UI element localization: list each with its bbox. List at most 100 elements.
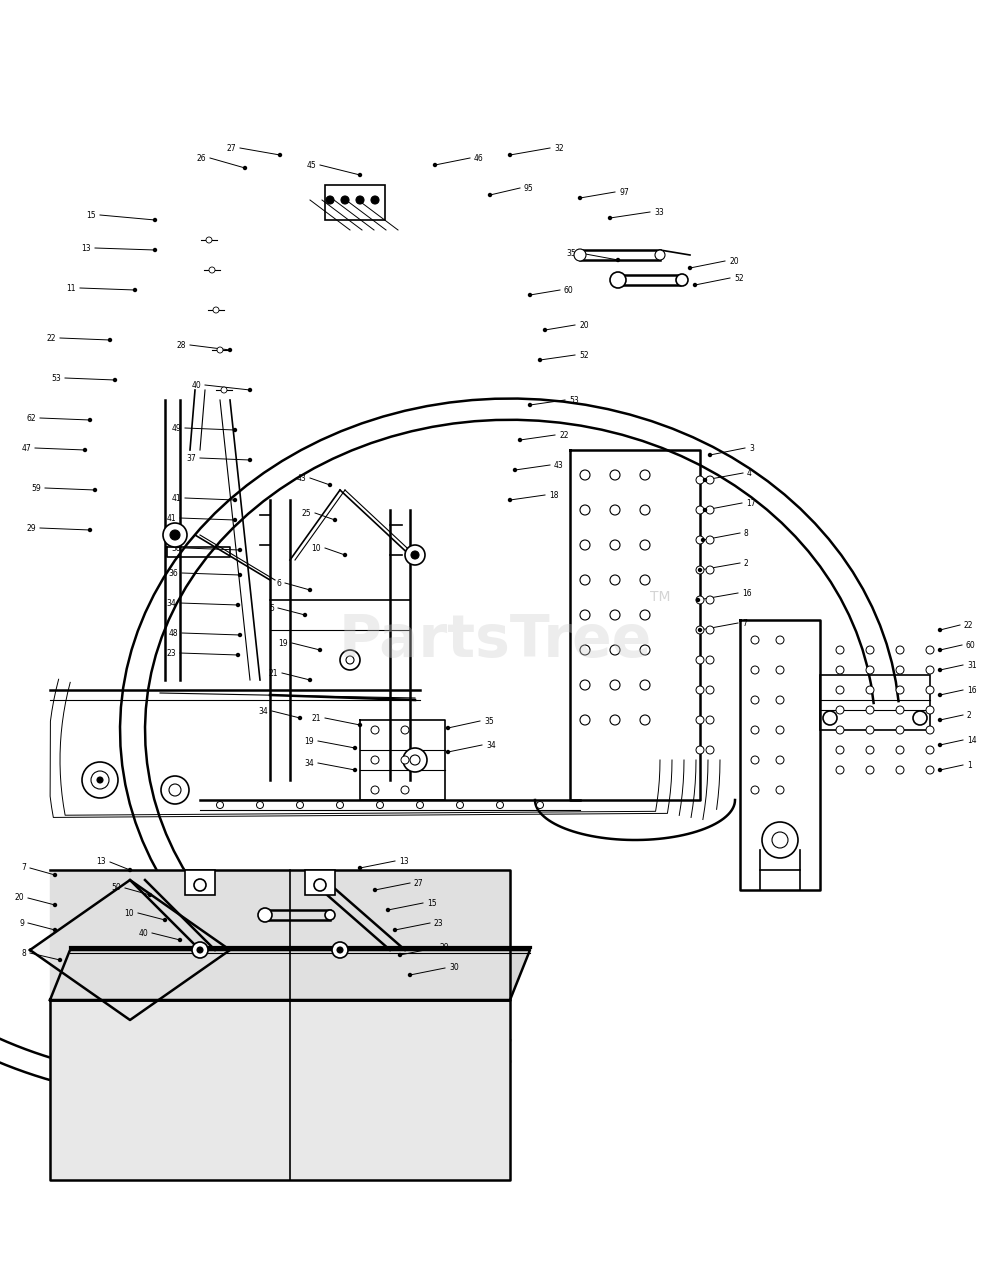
Circle shape (706, 536, 714, 544)
Circle shape (129, 869, 132, 872)
Circle shape (82, 762, 118, 797)
Text: 32: 32 (554, 143, 564, 152)
Polygon shape (50, 870, 510, 1000)
Circle shape (701, 539, 704, 541)
Circle shape (114, 379, 117, 381)
Text: 62: 62 (27, 413, 36, 422)
Circle shape (696, 686, 704, 694)
Text: 22: 22 (559, 430, 569, 439)
Text: 11: 11 (66, 283, 76, 293)
Circle shape (610, 611, 620, 620)
Circle shape (866, 707, 874, 714)
Circle shape (926, 726, 934, 733)
Circle shape (508, 154, 511, 156)
Text: 9: 9 (19, 919, 24, 928)
Circle shape (866, 666, 874, 675)
Circle shape (926, 746, 934, 754)
Circle shape (580, 611, 590, 620)
Circle shape (258, 908, 272, 922)
Circle shape (939, 628, 942, 631)
Text: 34: 34 (486, 741, 495, 750)
Text: 40: 40 (138, 928, 148, 937)
Circle shape (403, 748, 427, 772)
Text: 33: 33 (654, 207, 664, 216)
Text: 26: 26 (197, 154, 206, 163)
Circle shape (866, 646, 874, 654)
Circle shape (513, 468, 516, 471)
Circle shape (528, 403, 531, 407)
Circle shape (610, 271, 626, 288)
Circle shape (866, 746, 874, 754)
Circle shape (706, 657, 714, 664)
Circle shape (823, 710, 837, 724)
Text: 49: 49 (171, 424, 181, 433)
Circle shape (706, 626, 714, 634)
Circle shape (377, 801, 384, 809)
Circle shape (194, 879, 206, 891)
Circle shape (401, 726, 409, 733)
Circle shape (213, 307, 219, 314)
Text: 29: 29 (27, 524, 36, 532)
Circle shape (836, 746, 844, 754)
Circle shape (299, 717, 302, 719)
Text: 43: 43 (297, 474, 306, 483)
Circle shape (866, 686, 874, 694)
Circle shape (233, 518, 236, 521)
Circle shape (751, 786, 759, 794)
Circle shape (163, 919, 166, 922)
Circle shape (706, 506, 714, 515)
Circle shape (776, 636, 784, 644)
Circle shape (610, 540, 620, 550)
Text: 53: 53 (51, 374, 61, 383)
Circle shape (696, 536, 704, 544)
Circle shape (94, 489, 97, 492)
Circle shape (640, 611, 650, 620)
Circle shape (340, 650, 360, 669)
Text: 22: 22 (46, 334, 56, 343)
Text: 10: 10 (125, 909, 134, 918)
Circle shape (640, 470, 650, 480)
Circle shape (53, 904, 56, 906)
Text: 31: 31 (967, 660, 976, 669)
Circle shape (708, 453, 711, 457)
Circle shape (318, 649, 321, 652)
Circle shape (433, 164, 436, 166)
Text: 21: 21 (268, 668, 278, 677)
Circle shape (616, 259, 619, 261)
Circle shape (233, 498, 236, 502)
Circle shape (91, 771, 109, 788)
Circle shape (297, 801, 304, 809)
Text: 10: 10 (312, 544, 321, 553)
Circle shape (696, 746, 704, 754)
Circle shape (209, 268, 215, 273)
Circle shape (197, 947, 203, 954)
Circle shape (374, 888, 377, 891)
Circle shape (696, 626, 704, 634)
Circle shape (866, 765, 874, 774)
Circle shape (926, 707, 934, 714)
Circle shape (446, 750, 449, 754)
Circle shape (221, 387, 227, 393)
Circle shape (939, 694, 942, 696)
Circle shape (343, 553, 346, 557)
Text: 13: 13 (96, 858, 106, 867)
Circle shape (640, 506, 650, 515)
FancyBboxPatch shape (305, 870, 335, 895)
Circle shape (328, 484, 331, 486)
Text: 30: 30 (449, 964, 459, 973)
Text: 19: 19 (278, 639, 288, 648)
Circle shape (544, 329, 547, 332)
Text: 7: 7 (742, 618, 747, 627)
Circle shape (579, 197, 582, 200)
Text: 28: 28 (176, 340, 186, 349)
Text: 1: 1 (967, 760, 972, 769)
Text: 23: 23 (434, 919, 444, 928)
Circle shape (580, 716, 590, 724)
Text: 15: 15 (427, 899, 436, 908)
Text: 41: 41 (166, 513, 176, 522)
Circle shape (170, 530, 180, 540)
Text: 8: 8 (744, 529, 749, 538)
Text: 34: 34 (166, 599, 176, 608)
Circle shape (178, 938, 182, 942)
FancyBboxPatch shape (325, 186, 385, 220)
